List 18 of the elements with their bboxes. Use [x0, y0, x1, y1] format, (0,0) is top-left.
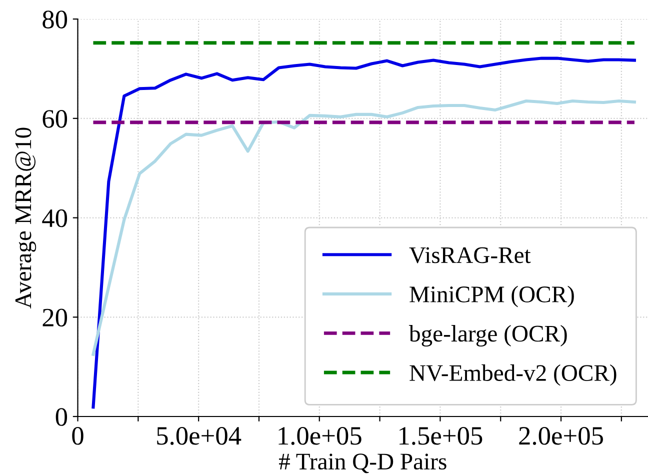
- legend-label: VisRAG-Ret: [409, 247, 531, 264]
- legend-label: NV-Embed-v2 (OCR): [410, 364, 616, 386]
- y-tick-label: 0: [56, 408, 68, 426]
- x-tick-label: 2.0e+05: [519, 426, 603, 445]
- x-tick-label: 1.0e+05: [278, 426, 362, 445]
- line-series: [92, 99, 636, 356]
- y-tick-label: 60: [42, 110, 68, 128]
- line-series: [92, 56, 636, 409]
- y-tick-label: 20: [42, 308, 68, 327]
- y-tick-label: 80: [42, 10, 68, 28]
- x-tick-label: 1.5e+05: [400, 426, 482, 445]
- x-tick-label: 0: [72, 426, 84, 445]
- x-tick-label: 5.0e+04: [157, 426, 242, 445]
- y-axis-title: Average MRR@10: [15, 128, 36, 309]
- y-tick-label: 40: [42, 209, 68, 228]
- legend-label: bge-large (OCR): [408, 325, 567, 347]
- legend-label: MiniCPM (OCR): [410, 286, 574, 308]
- x-axis-title: # Train Q-D Pairs: [279, 454, 446, 474]
